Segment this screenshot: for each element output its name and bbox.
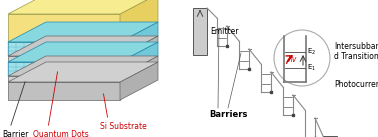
Polygon shape xyxy=(8,62,120,76)
Polygon shape xyxy=(8,42,120,56)
Polygon shape xyxy=(8,76,120,82)
Polygon shape xyxy=(120,62,158,100)
Polygon shape xyxy=(8,42,158,62)
Text: hv: hv xyxy=(288,55,297,65)
Text: Barriers: Barriers xyxy=(209,110,247,119)
Polygon shape xyxy=(8,22,158,42)
Polygon shape xyxy=(120,0,158,42)
Text: E$_1$: E$_1$ xyxy=(307,63,316,73)
Text: Si Substrate: Si Substrate xyxy=(100,122,147,131)
Polygon shape xyxy=(120,42,158,76)
Polygon shape xyxy=(8,62,158,82)
Text: Barrier: Barrier xyxy=(2,130,28,137)
Text: Quantum Dots: Quantum Dots xyxy=(33,130,89,137)
Polygon shape xyxy=(8,0,158,14)
Polygon shape xyxy=(120,56,158,82)
Polygon shape xyxy=(120,22,158,56)
Polygon shape xyxy=(8,14,120,42)
Polygon shape xyxy=(8,82,120,100)
Polygon shape xyxy=(193,8,207,55)
Polygon shape xyxy=(8,36,158,56)
Text: Photocurrent: Photocurrent xyxy=(334,80,378,89)
Polygon shape xyxy=(8,56,120,62)
Text: E$_2$: E$_2$ xyxy=(307,47,316,57)
Polygon shape xyxy=(8,56,158,76)
Text: Emitter: Emitter xyxy=(210,27,239,36)
Polygon shape xyxy=(323,136,337,137)
Text: Intersubband
d Transition: Intersubband d Transition xyxy=(334,42,378,61)
Polygon shape xyxy=(120,36,158,62)
